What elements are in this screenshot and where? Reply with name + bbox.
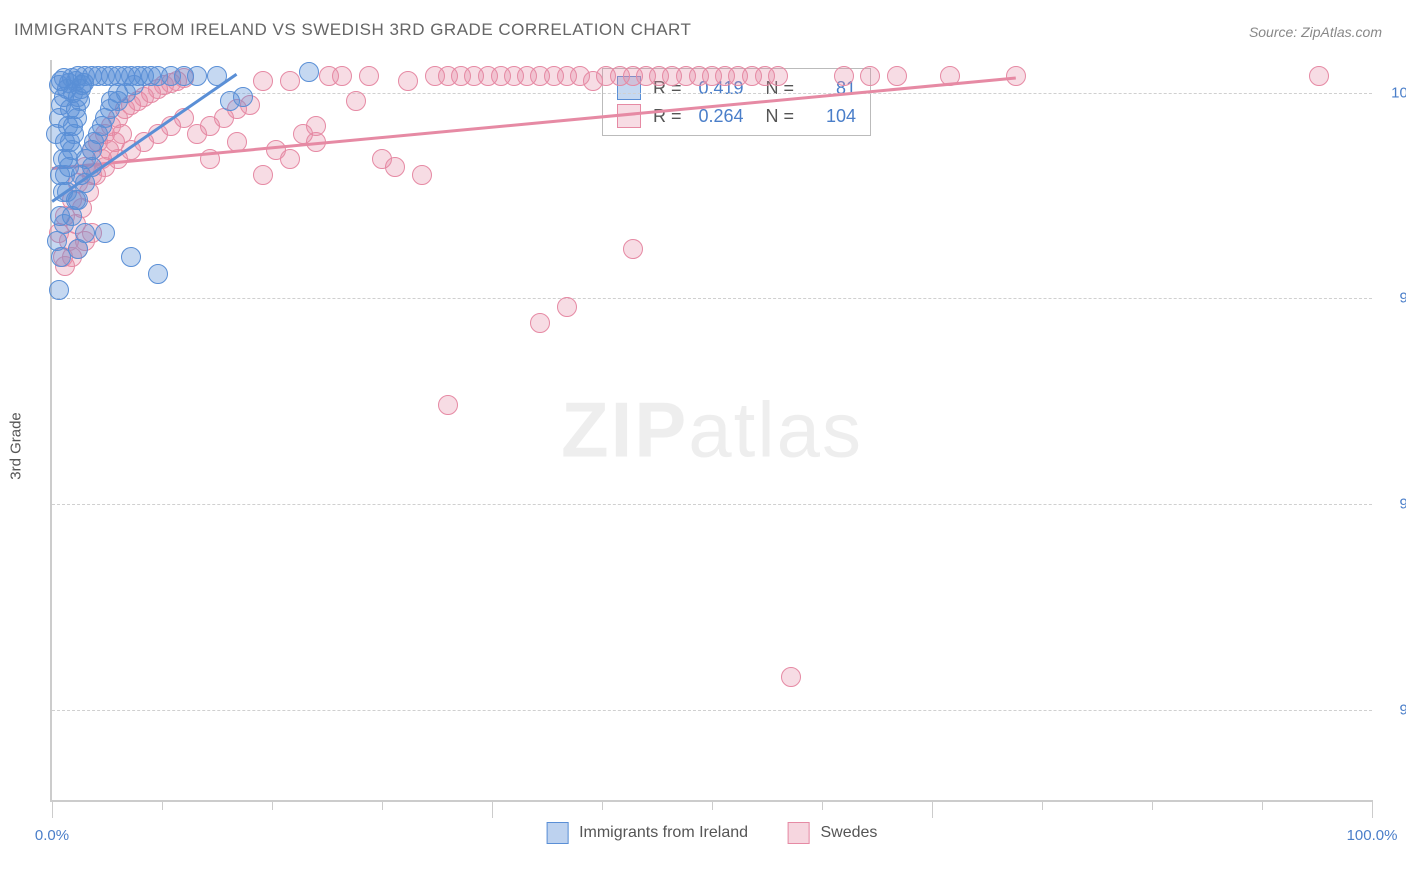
scatter-point [1309,66,1329,86]
scatter-point [121,247,141,267]
x-tick-minor [602,800,603,810]
scatter-point [359,66,379,86]
scatter-point [62,68,82,88]
gridline [52,298,1372,299]
x-tick-minor [272,800,273,810]
scatter-point [253,165,273,185]
scatter-point [860,66,880,86]
scatter-point [530,313,550,333]
x-tick-minor [382,800,383,810]
scatter-point [768,66,788,86]
gridline [52,710,1372,711]
x-tick-minor [1262,800,1263,810]
watermark-light: atlas [688,386,863,474]
x-tick-major [492,800,493,818]
scatter-point [187,66,207,86]
bottom-swatch-ireland [547,822,569,844]
scatter-point [438,395,458,415]
scatter-point [623,239,643,259]
x-tick-minor [712,800,713,810]
watermark-bold: ZIP [561,386,688,474]
scatter-point [346,91,366,111]
scatter-point [50,206,70,226]
scatter-point [557,297,577,317]
scatter-point [280,71,300,91]
legend-row-swedes: R = 0.264 N = 104 [617,102,856,130]
watermark: ZIPatlas [561,385,863,476]
bottom-legend-ireland: Immigrants from Ireland [547,822,748,844]
source-label: Source: ZipAtlas.com [1249,24,1382,40]
scatter-point [834,66,854,86]
bottom-legend-swedes: Swedes [788,822,877,844]
scatter-point [887,66,907,86]
scatter-point [148,264,168,284]
bottom-legend: Immigrants from Ireland Swedes [547,822,878,844]
x-tick-minor [1152,800,1153,810]
scatter-point [781,667,801,687]
legend-n-swedes: 104 [800,106,856,127]
x-tick-major [932,800,933,818]
y-tick-label: 92.5% [1382,701,1406,718]
scatter-point [47,231,67,251]
chart-title: IMMIGRANTS FROM IRELAND VS SWEDISH 3RD G… [14,20,691,40]
bottom-label-swedes: Swedes [820,824,877,841]
trend-line [52,76,1016,169]
scatter-point [112,124,132,144]
x-tick-label: 0.0% [35,827,69,844]
y-axis-label: 3rd Grade [8,412,25,480]
scatter-point [49,280,69,300]
scatter-point [280,149,300,169]
y-tick-label: 95.0% [1382,496,1406,513]
legend-n-prefix: N = [766,106,795,127]
y-tick-label: 97.5% [1382,290,1406,307]
bottom-label-ireland: Immigrants from Ireland [579,824,748,841]
scatter-point [385,157,405,177]
bottom-swatch-swedes [788,822,810,844]
scatter-point [95,223,115,243]
x-tick-minor [162,800,163,810]
scatter-point [299,62,319,82]
x-tick-minor [822,800,823,810]
gridline [52,504,1372,505]
scatter-point [124,75,144,95]
scatter-point [68,239,88,259]
x-tick-minor [1042,800,1043,810]
x-tick-major [52,800,53,818]
scatter-plot: ZIPatlas R = 0.419 N = 81 R = 0.264 N = … [50,60,1372,802]
x-tick-label: 100.0% [1347,827,1398,844]
scatter-point [253,71,273,91]
y-tick-label: 100.0% [1382,84,1406,101]
scatter-point [412,165,432,185]
scatter-point [332,66,352,86]
scatter-point [398,71,418,91]
scatter-point [233,87,253,107]
x-tick-major [1372,800,1373,818]
